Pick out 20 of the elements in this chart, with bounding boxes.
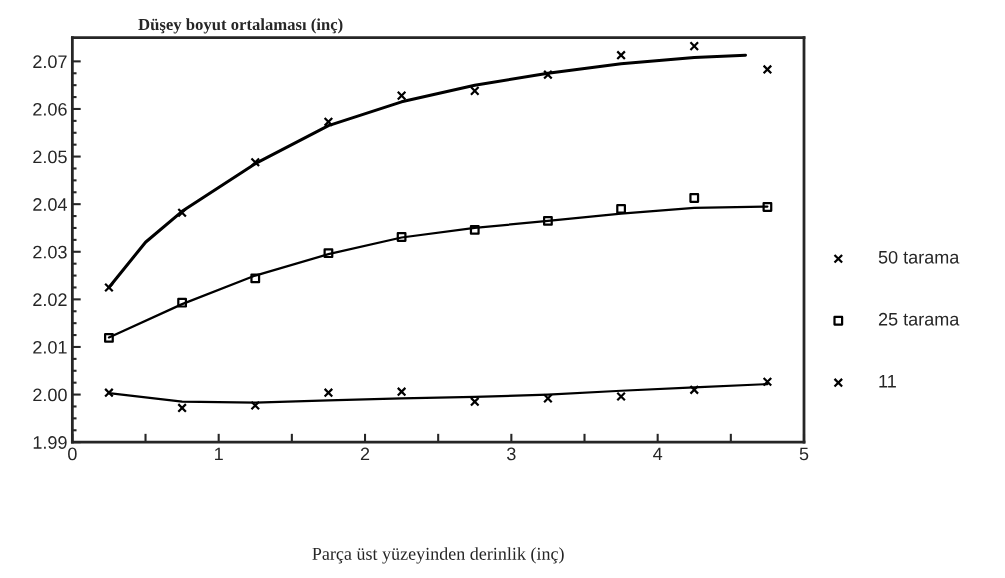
y-tick-label: 2.05 (33, 150, 67, 164)
y-tick-label: 2.02 (33, 293, 67, 307)
y-axis-title: Düşey boyut ortalaması (inç) (138, 18, 343, 34)
legend-label: 25 tarama (878, 312, 960, 326)
y-tick-label: 2.07 (33, 55, 67, 69)
x-tick-label: 5 (799, 447, 809, 461)
y-tick-label: 2.03 (33, 245, 67, 259)
y-tick-label: 1.99 (33, 436, 67, 449)
x-tick-label: 3 (507, 447, 516, 461)
x-axis-title: Parça üst yüzeyinden derinlik (inç) (312, 547, 564, 564)
legend-label: 11 (879, 375, 896, 388)
y-tick-label: 2.01 (33, 340, 67, 354)
x-tick-label: 2 (360, 447, 370, 461)
x-tick-label: 0 (68, 447, 77, 461)
x-tick-label: 1 (215, 447, 223, 461)
x-tick-label: 4 (653, 447, 663, 461)
y-tick-label: 2.04 (33, 198, 67, 211)
legend-label: 50 tarama (878, 250, 960, 264)
y-tick-label: 2.00 (33, 388, 67, 402)
y-tick-label: 2.06 (33, 102, 67, 116)
